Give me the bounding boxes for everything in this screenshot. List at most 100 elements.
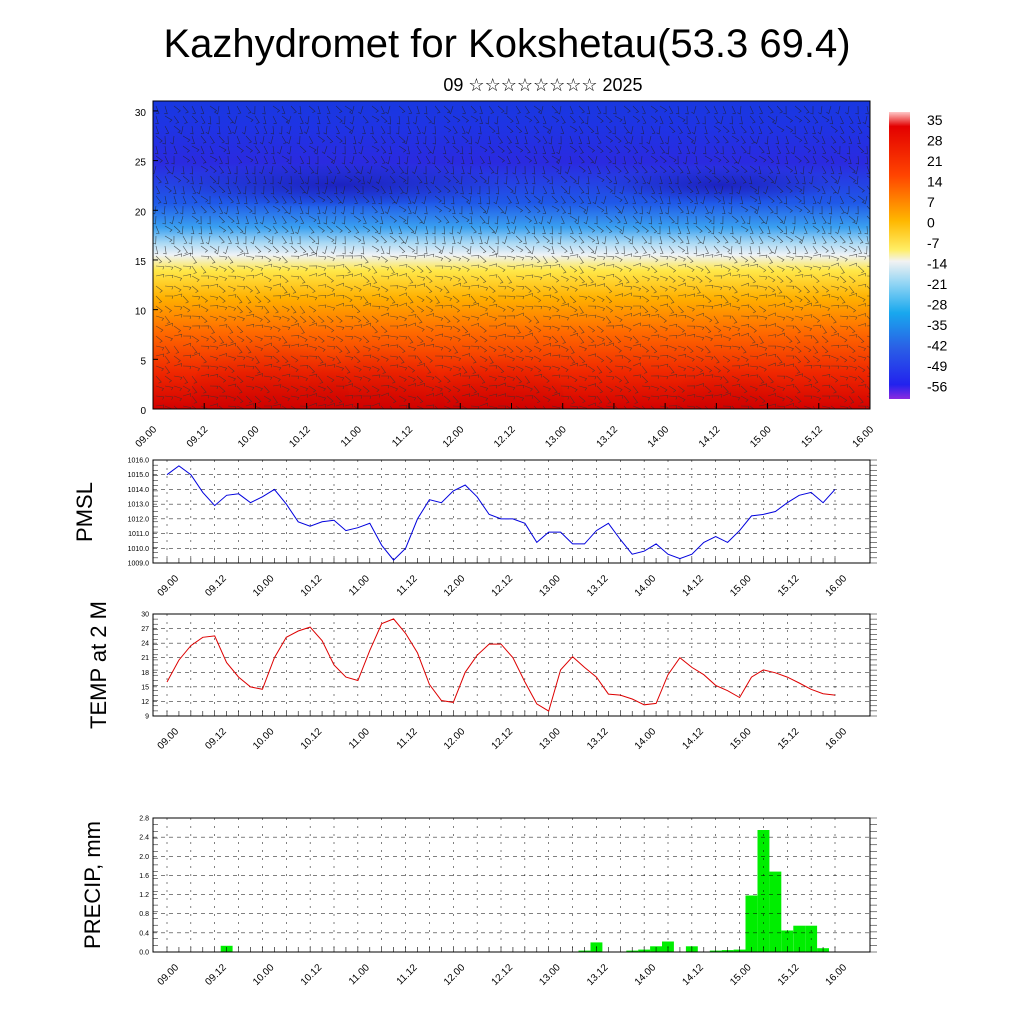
y-tick-label: 1012.0 bbox=[128, 516, 150, 523]
wind-barb bbox=[839, 125, 845, 134]
wind-barb bbox=[830, 375, 839, 383]
wind-barb bbox=[686, 255, 694, 264]
wind-barb bbox=[650, 345, 658, 354]
wind-barb bbox=[641, 345, 650, 353]
wind-barb bbox=[812, 324, 822, 329]
wind-barb bbox=[254, 195, 258, 204]
wind-barb bbox=[236, 395, 244, 404]
wind-barb bbox=[393, 195, 400, 205]
wind-barb bbox=[748, 175, 753, 185]
wind-barb bbox=[596, 105, 602, 114]
wind-barb bbox=[758, 115, 764, 124]
wind-barb bbox=[785, 265, 795, 271]
wind-barb bbox=[335, 125, 340, 134]
wind-barb bbox=[384, 205, 391, 215]
wind-barb bbox=[776, 155, 780, 165]
wind-barb bbox=[207, 115, 212, 125]
wind-barb bbox=[488, 145, 495, 154]
wind-barb bbox=[326, 325, 335, 333]
wind-barb bbox=[362, 225, 371, 233]
y-tick-label: 1009.0 bbox=[128, 561, 150, 568]
wind-barb bbox=[587, 344, 597, 348]
wind-barb bbox=[236, 155, 243, 164]
wind-barb bbox=[587, 314, 597, 319]
x-tick-label: 14.00 bbox=[646, 424, 672, 450]
x-tick-label: 11.12 bbox=[395, 962, 420, 987]
wind-barb bbox=[245, 205, 253, 213]
wind-barb bbox=[749, 263, 759, 268]
wind-barb bbox=[452, 215, 460, 224]
wind-barb bbox=[846, 185, 850, 195]
wind-barb bbox=[164, 355, 171, 364]
wind-barb bbox=[628, 125, 634, 135]
wind-barb bbox=[713, 175, 721, 183]
wind-barb bbox=[506, 155, 511, 164]
wind-barb bbox=[848, 155, 852, 165]
wind-barb bbox=[767, 265, 775, 274]
wind-barb bbox=[322, 245, 328, 255]
wind-barb bbox=[443, 255, 452, 263]
wind-barb bbox=[254, 125, 260, 134]
wind-barb bbox=[344, 265, 351, 274]
wind-barb bbox=[533, 105, 542, 113]
wind-barb bbox=[263, 335, 273, 340]
wind-barb bbox=[646, 135, 652, 145]
wind-barb bbox=[748, 245, 752, 255]
wind-barb bbox=[461, 265, 470, 272]
wind-barb bbox=[191, 365, 201, 372]
wind-barb bbox=[389, 405, 393, 409]
wind-barb bbox=[835, 105, 841, 115]
wind-barb bbox=[547, 215, 553, 225]
wind-barb bbox=[632, 115, 641, 123]
wind-barb bbox=[614, 324, 624, 328]
wind-barb bbox=[353, 385, 362, 393]
wind-barb bbox=[290, 405, 297, 409]
wind-barb bbox=[677, 245, 686, 253]
wind-barb bbox=[515, 295, 525, 300]
wind-barb bbox=[452, 315, 460, 323]
wind-barb bbox=[263, 285, 273, 291]
wind-barb bbox=[363, 395, 372, 399]
wind-barb bbox=[783, 225, 787, 235]
wind-barb bbox=[349, 105, 355, 115]
wind-barb bbox=[767, 345, 777, 350]
wind-barb bbox=[434, 333, 444, 337]
wind-barb bbox=[173, 105, 181, 113]
wind-barb bbox=[567, 205, 572, 215]
wind-barb bbox=[218, 335, 225, 344]
y-tick-label: 15 bbox=[135, 257, 147, 268]
wind-barb bbox=[668, 215, 675, 224]
wind-barb bbox=[350, 205, 355, 215]
wind-barb bbox=[352, 135, 357, 145]
wind-barb bbox=[226, 145, 230, 155]
wind-barb bbox=[425, 155, 431, 164]
wind-barb bbox=[389, 385, 398, 392]
wind-barb bbox=[209, 395, 219, 401]
wind-barb bbox=[848, 405, 853, 409]
wind-barb bbox=[263, 235, 272, 243]
wind-barb bbox=[704, 215, 712, 223]
wind-barb bbox=[713, 334, 723, 338]
wind-barb bbox=[326, 355, 335, 362]
wind-barb bbox=[746, 145, 751, 155]
wind-barb bbox=[236, 305, 244, 314]
wind-barb bbox=[308, 225, 315, 234]
wind-barb bbox=[551, 263, 561, 268]
wind-barb bbox=[452, 185, 459, 194]
wind-barb bbox=[757, 165, 762, 175]
wind-barb bbox=[749, 344, 759, 348]
wind-barb bbox=[461, 325, 469, 334]
x-tick-label: 13.00 bbox=[537, 726, 563, 752]
wind-barb bbox=[450, 165, 455, 175]
wind-barb bbox=[614, 265, 623, 272]
wind-barb bbox=[614, 135, 622, 143]
wind-barb bbox=[686, 325, 696, 330]
wind-barb bbox=[738, 245, 743, 255]
wind-barb bbox=[749, 365, 759, 370]
wind-barb bbox=[731, 305, 741, 311]
wind-barb bbox=[776, 225, 784, 234]
wind-barb bbox=[838, 165, 842, 175]
wind-barb bbox=[864, 145, 868, 155]
wind-barb bbox=[452, 345, 459, 354]
y-tick-label: 0.0 bbox=[139, 950, 149, 957]
